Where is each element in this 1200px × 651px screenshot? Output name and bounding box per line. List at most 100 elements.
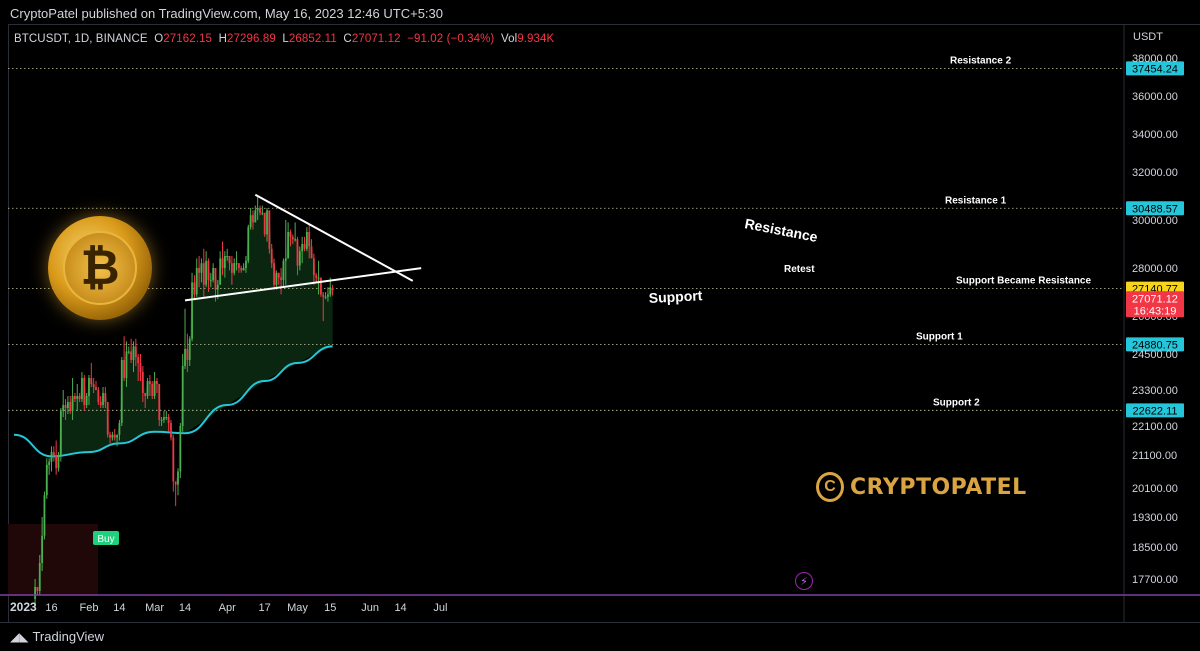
candle-body	[230, 263, 233, 273]
candle-body	[184, 348, 186, 366]
candle-body	[228, 256, 231, 264]
y-tick-label: 19300.00	[1132, 512, 1178, 524]
candle-body	[38, 563, 41, 591]
candle-body	[312, 258, 315, 276]
candle-body	[66, 402, 69, 408]
annotation-support: Support	[648, 287, 703, 306]
change-value: −91.02 (−0.34%)	[407, 33, 495, 45]
x-tick-label: 14	[179, 602, 191, 614]
x-tick-label: 17	[259, 602, 271, 614]
axes: 38000.00 36000.00 34000.00 32000.00 30000.00…	[0, 24, 1200, 622]
chart-frame[interactable]	[8, 24, 1200, 623]
candle-body	[48, 461, 51, 465]
candle-body	[242, 268, 245, 271]
candle-body	[170, 423, 172, 438]
level-label: Support Became Resistance	[956, 276, 1091, 287]
trendlines	[184, 193, 422, 302]
candle-body	[62, 405, 65, 411]
candle-body	[280, 277, 282, 280]
candle-body	[324, 296, 327, 298]
candle-body	[99, 402, 102, 405]
annotation-retest: Retest	[784, 264, 815, 275]
candle-body	[71, 396, 74, 411]
candle-body	[74, 396, 76, 399]
close-value: 27071.12	[351, 33, 401, 45]
brand-name: CRYPTOPATEL	[850, 474, 1027, 500]
candle-body	[275, 272, 278, 285]
level-badge-text: 22622.11	[1132, 405, 1177, 417]
candle-body	[139, 363, 142, 372]
candle-body	[294, 239, 297, 241]
y-tick-label: 20100.00	[1132, 483, 1178, 495]
level-label: Support 1	[916, 331, 963, 342]
candle-body	[259, 208, 261, 213]
candle-body	[256, 208, 259, 211]
x-tick-label: 14	[394, 602, 406, 614]
candle-body	[247, 227, 250, 261]
x-tick-label: Jun	[361, 602, 379, 614]
published-header: CryptoPatel published on TradingView.com…	[10, 6, 443, 21]
level-badge	[1126, 337, 1184, 352]
candle-body	[188, 338, 191, 360]
candle-body	[254, 210, 257, 223]
y-tick-label: 23300.00	[1132, 385, 1178, 397]
y-tick-label: 22100.00	[1132, 421, 1178, 433]
level-badge	[1126, 201, 1184, 216]
bearish-cloud	[8, 524, 98, 596]
candle-body	[92, 384, 95, 387]
candle-body	[282, 260, 285, 280]
tradingview-mark-icon: ◢◣	[10, 629, 29, 644]
candle-body	[320, 277, 322, 295]
candle-body	[214, 268, 217, 290]
candle-body	[233, 263, 236, 273]
candle-body	[113, 434, 116, 438]
candle-body	[221, 258, 224, 268]
x-tick-label: Jul	[433, 602, 447, 614]
y-tick-label: 30000.00	[1132, 215, 1178, 227]
candle-body	[198, 268, 200, 273]
trendline-resistance	[254, 193, 414, 282]
symbol-label: BTCUSDT, 1D, BINANCE	[14, 33, 148, 45]
candle-body	[298, 251, 301, 266]
tradingview-logo[interactable]: ◢◣ TradingView	[10, 629, 104, 644]
candle-body	[327, 294, 329, 297]
lightning-icon[interactable]: ⚡	[795, 572, 813, 590]
y-tick-label: 36000.00	[1132, 91, 1178, 103]
candle-body	[177, 471, 179, 485]
candle-body	[76, 396, 79, 399]
candle-body	[205, 260, 208, 285]
candle-body	[249, 215, 252, 228]
level-badge	[1126, 403, 1184, 418]
candle-body	[97, 390, 100, 402]
candle-body	[95, 387, 97, 390]
y-tick-label: 24500.00	[1132, 349, 1178, 361]
candle-body	[223, 256, 226, 268]
candle-body	[141, 372, 144, 393]
candle-body	[207, 260, 210, 280]
y-tick-label: 18500.00	[1132, 542, 1178, 554]
trendline-support	[184, 267, 422, 302]
bitcoin-logo: ₿	[48, 216, 152, 320]
candle-body	[106, 402, 109, 435]
candle-body	[102, 393, 104, 405]
candle-body	[118, 423, 121, 435]
candle-body	[308, 232, 311, 247]
candle-body	[193, 282, 196, 295]
candle-body	[174, 481, 177, 485]
candle-body	[85, 396, 88, 405]
candle-body	[216, 284, 219, 290]
candle-body	[153, 381, 156, 396]
candle-body	[212, 268, 215, 280]
candle-body	[200, 263, 203, 273]
annotation-resistance: Resistance	[743, 215, 819, 245]
candle-body	[270, 248, 273, 264]
candle-body	[219, 258, 222, 285]
ichimoku-cloud	[8, 208, 333, 596]
candle-body	[137, 357, 140, 363]
candle-body	[34, 587, 36, 599]
open-value: 27162.15	[163, 33, 213, 45]
y-tick-label: 38000.00	[1132, 53, 1178, 65]
candle-body	[88, 378, 90, 396]
low-value: 26852.11	[288, 33, 337, 45]
